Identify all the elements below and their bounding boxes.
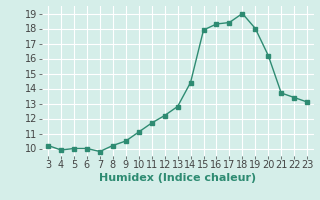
X-axis label: Humidex (Indice chaleur): Humidex (Indice chaleur) (99, 173, 256, 183)
